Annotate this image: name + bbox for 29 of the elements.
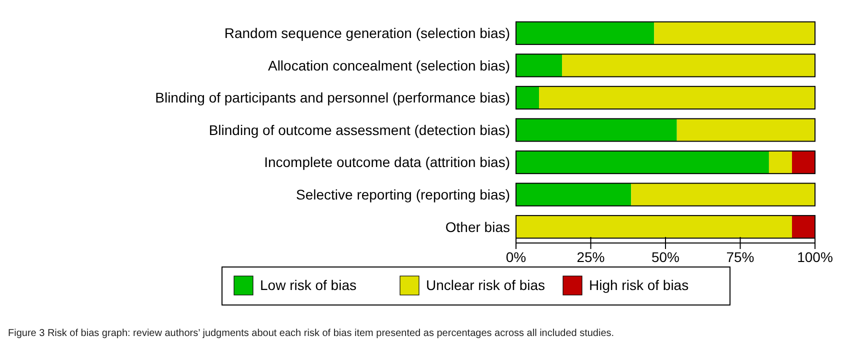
y-tick-label: Incomplete outcome data (attrition bias): [264, 154, 510, 170]
bar: [768, 150, 792, 174]
legend-label: High risk of bias: [589, 277, 689, 293]
y-tick-label: Other bias: [445, 218, 510, 235]
bar: [516, 183, 632, 206]
bar: [516, 22, 654, 44]
bar: [516, 118, 677, 142]
bar: [631, 183, 815, 206]
bar: [516, 86, 540, 110]
x-tick-label: 0%: [506, 249, 526, 265]
bar: [562, 54, 815, 77]
y-tick-label: Random sequence generation (selection bias): [224, 25, 510, 42]
caption: Figure 3 Risk of bias graph: review authors’ judgments about each risk of bias item presented as percentages across all included studies.: [8, 328, 614, 339]
bar: [792, 150, 815, 174]
legend-label: Low risk of bias: [260, 277, 356, 293]
x-tick-label: 50%: [651, 249, 680, 265]
x-tick-label: 75%: [726, 249, 754, 265]
bar: [792, 216, 815, 238]
bar: [516, 54, 562, 77]
y-tick-label: Blinding of outcome assessment (detection bias): [208, 122, 510, 138]
y-tick-label: Allocation concealment (selection bias): [268, 57, 510, 74]
x-tick-label: 100%: [797, 249, 833, 265]
y-tick-label: Selective reporting (reporting bias): [296, 186, 510, 202]
bar: [676, 118, 815, 142]
bar: [654, 22, 815, 44]
bar: [516, 150, 769, 174]
x-tick-label: 25%: [576, 249, 605, 265]
legend-label: Unclear risk of bias: [426, 277, 546, 293]
y-tick-label: Blinding of participants and personnel (performance bias): [155, 90, 510, 106]
